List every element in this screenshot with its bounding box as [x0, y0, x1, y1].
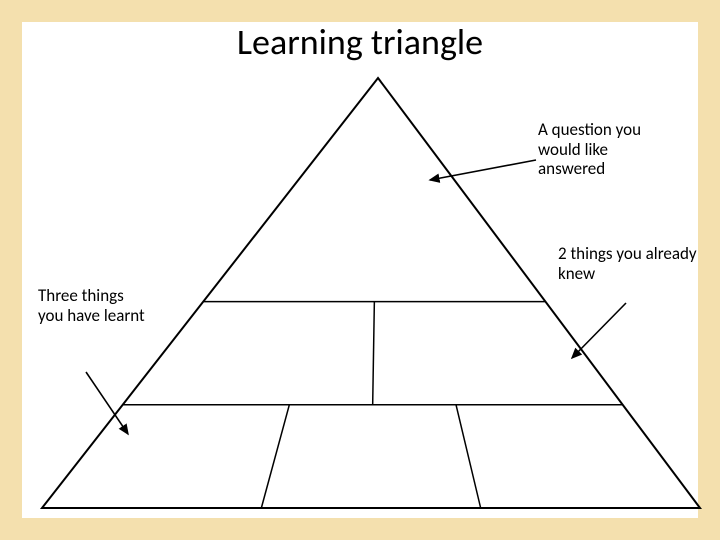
page-title: Learning triangle	[0, 20, 720, 64]
annotation-middle: 2 things you already knew	[558, 244, 698, 283]
annotation-bottom: Three things you have learnt	[38, 286, 148, 325]
annotation-top: A question you would like answered	[538, 120, 668, 179]
slide-frame: Learning triangle A question you would l…	[0, 0, 720, 540]
